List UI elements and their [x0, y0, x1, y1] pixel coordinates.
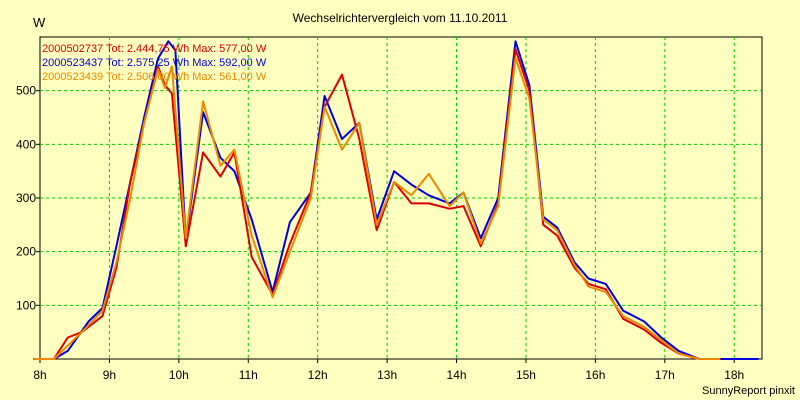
series-line-2000523437 [33, 40, 759, 360]
x-tick-label: 11h [239, 368, 258, 382]
legend-entry-2000502737: 2000502737 Tot: 2.444,75 Wh Max: 577,00 … [42, 43, 267, 55]
y-axis-unit: W [33, 15, 46, 30]
series-lines [33, 40, 759, 360]
x-tick-label: 9h [103, 368, 116, 382]
legend: 2000502737 Tot: 2.444,75 Wh Max: 577,00 … [42, 43, 267, 83]
x-tick-label: 17h [655, 368, 675, 382]
series-line-2000502737 [33, 48, 721, 360]
y-tick-label: 400 [16, 137, 36, 151]
grid [40, 37, 762, 359]
y-tick-label: 100 [16, 298, 36, 312]
chart-title: Wechselrichtervergleich vom 11.10.2011 [293, 11, 508, 25]
x-tick-label: 16h [585, 368, 605, 382]
y-tick-label: 300 [16, 191, 36, 205]
x-tick-label: 12h [308, 368, 328, 382]
y-tick-label: 200 [16, 245, 36, 259]
axis-ticks: 8h 9h 10h 11h 12h 13h 14h 15h 16h 17h 18h 100 200 300… [16, 84, 744, 382]
series-line-2000523439 [33, 56, 721, 360]
x-tick-label: 8h [33, 368, 46, 382]
legend-entry-2000523437: 2000523437 Tot: 2.575,25 Wh Max: 592,00 … [42, 57, 267, 69]
x-tick-label: 15h [516, 368, 536, 382]
y-tick-label: 500 [16, 84, 36, 98]
x-tick-label: 18h [724, 368, 744, 382]
legend-entry-2000523439: 2000523439 Tot: 2.506,00 Wh Max: 561,00 … [42, 71, 267, 83]
credit-text: SunnyReport pinxit [702, 385, 795, 397]
x-tick-label: 13h [377, 368, 397, 382]
x-tick-label: 10h [169, 368, 189, 382]
x-tick-label: 14h [447, 368, 467, 382]
